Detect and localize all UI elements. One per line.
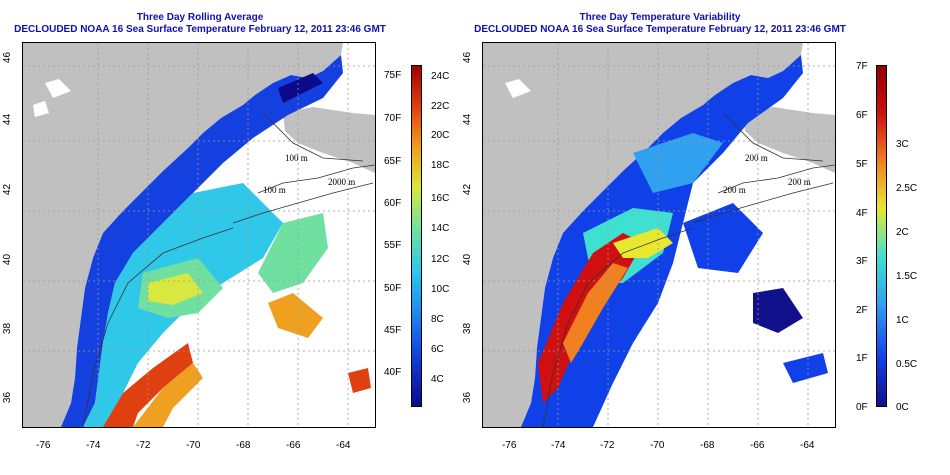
cb-f-label: 55F [384, 240, 402, 251]
cb-f-label: 65F [384, 156, 402, 167]
sst-colorbar [411, 65, 422, 407]
cb-c-label: 12C [431, 254, 450, 265]
panel-right-title-line2: DECLOUDED NOAA 16 Sea Surface Temperatur… [474, 24, 846, 35]
cb-f-label: 6F [856, 110, 868, 121]
cb-c-label: 18C [431, 160, 450, 171]
x-tick: -68 [700, 440, 715, 451]
x-tick: -64 [800, 440, 815, 451]
cb-f-label: 0F [856, 402, 868, 413]
x-tick: -76 [36, 440, 51, 451]
x-tick: -74 [551, 440, 566, 451]
cb-c-label: 8C [431, 314, 444, 325]
x-tick: -66 [750, 440, 765, 451]
y-tick: 42 [2, 183, 14, 196]
x-tick: -72 [136, 440, 151, 451]
cb-c-label: 6C [431, 344, 444, 355]
cb-c-label: 0.5C [896, 359, 918, 370]
contour-label: 100 m [285, 153, 308, 163]
contour-label: 200 m [723, 185, 746, 195]
cb-c-label: 10C [431, 284, 450, 295]
y-tick: 38 [462, 322, 474, 335]
panel-left-title-line2: DECLOUDED NOAA 16 Sea Surface Temperatur… [14, 24, 386, 35]
cb-c-label: 24C [431, 71, 450, 82]
cb-c-label: 2.5C [896, 183, 918, 194]
cb-f-label: 4F [856, 208, 868, 219]
cb-f-label: 3F [856, 256, 868, 267]
cb-f-label: 1F [856, 353, 868, 364]
cb-c-label: 4C [431, 374, 444, 385]
x-tick: -68 [236, 440, 251, 451]
cb-f-label: 60F [384, 198, 402, 209]
cb-f-label: 40F [384, 367, 402, 378]
cb-c-label: 1C [896, 315, 909, 326]
contour-label: 200 m [788, 177, 811, 187]
x-tick: -74 [86, 440, 101, 451]
variability-colorbar [876, 65, 887, 407]
sst-cold-band [61, 55, 343, 427]
cb-c-label: 1.5C [896, 271, 918, 282]
panel-left-title-line1: Three Day Rolling Average [136, 12, 264, 23]
coastline-land [23, 43, 343, 427]
variability-map: 200 m 200 m 200 m [482, 42, 836, 428]
cb-c-label: 22C [431, 101, 450, 112]
x-tick: -66 [286, 440, 301, 451]
cb-f-label: 75F [384, 70, 402, 81]
cb-f-label: 45F [384, 325, 402, 336]
cb-c-label: 3C [896, 139, 909, 150]
y-tick: 42 [462, 183, 474, 196]
y-tick: 38 [2, 322, 14, 335]
panel-right-title-line1: Three Day Temperature Variability [579, 12, 741, 23]
x-tick: -64 [336, 440, 351, 451]
y-tick: 36 [462, 391, 474, 404]
y-tick: 46 [2, 51, 14, 64]
x-tick: -70 [186, 440, 201, 451]
cb-f-label: 50F [384, 283, 402, 294]
cb-f-label: 70F [384, 113, 402, 124]
cb-f-label: 2F [856, 305, 868, 316]
y-tick: 44 [2, 113, 14, 126]
contour-label: 100 m [263, 185, 286, 195]
contour-label: 200 m [745, 153, 768, 163]
sst-map: 100 m 2000 m 100 m [22, 42, 376, 428]
y-tick: 40 [462, 253, 474, 266]
y-tick: 40 [2, 253, 14, 266]
panel-left-title: Three Day Rolling Average DECLOUDED NOAA… [0, 12, 400, 36]
cb-c-label: 20C [431, 130, 450, 141]
y-tick: 46 [462, 51, 474, 64]
cb-f-label: 5F [856, 159, 868, 170]
cb-c-label: 14C [431, 223, 450, 234]
coastline-land [483, 43, 803, 427]
cb-c-label: 16C [431, 193, 450, 204]
panel-right-title: Three Day Temperature Variability DECLOU… [460, 12, 860, 36]
cb-f-label: 7F [856, 61, 868, 72]
x-tick: -76 [502, 440, 517, 451]
x-tick: -72 [600, 440, 615, 451]
contour-label: 2000 m [328, 177, 355, 187]
cb-c-label: 0C [896, 402, 909, 413]
y-tick: 36 [2, 391, 14, 404]
x-tick: -70 [650, 440, 665, 451]
y-tick: 44 [462, 113, 474, 126]
cb-c-label: 2C [896, 227, 909, 238]
